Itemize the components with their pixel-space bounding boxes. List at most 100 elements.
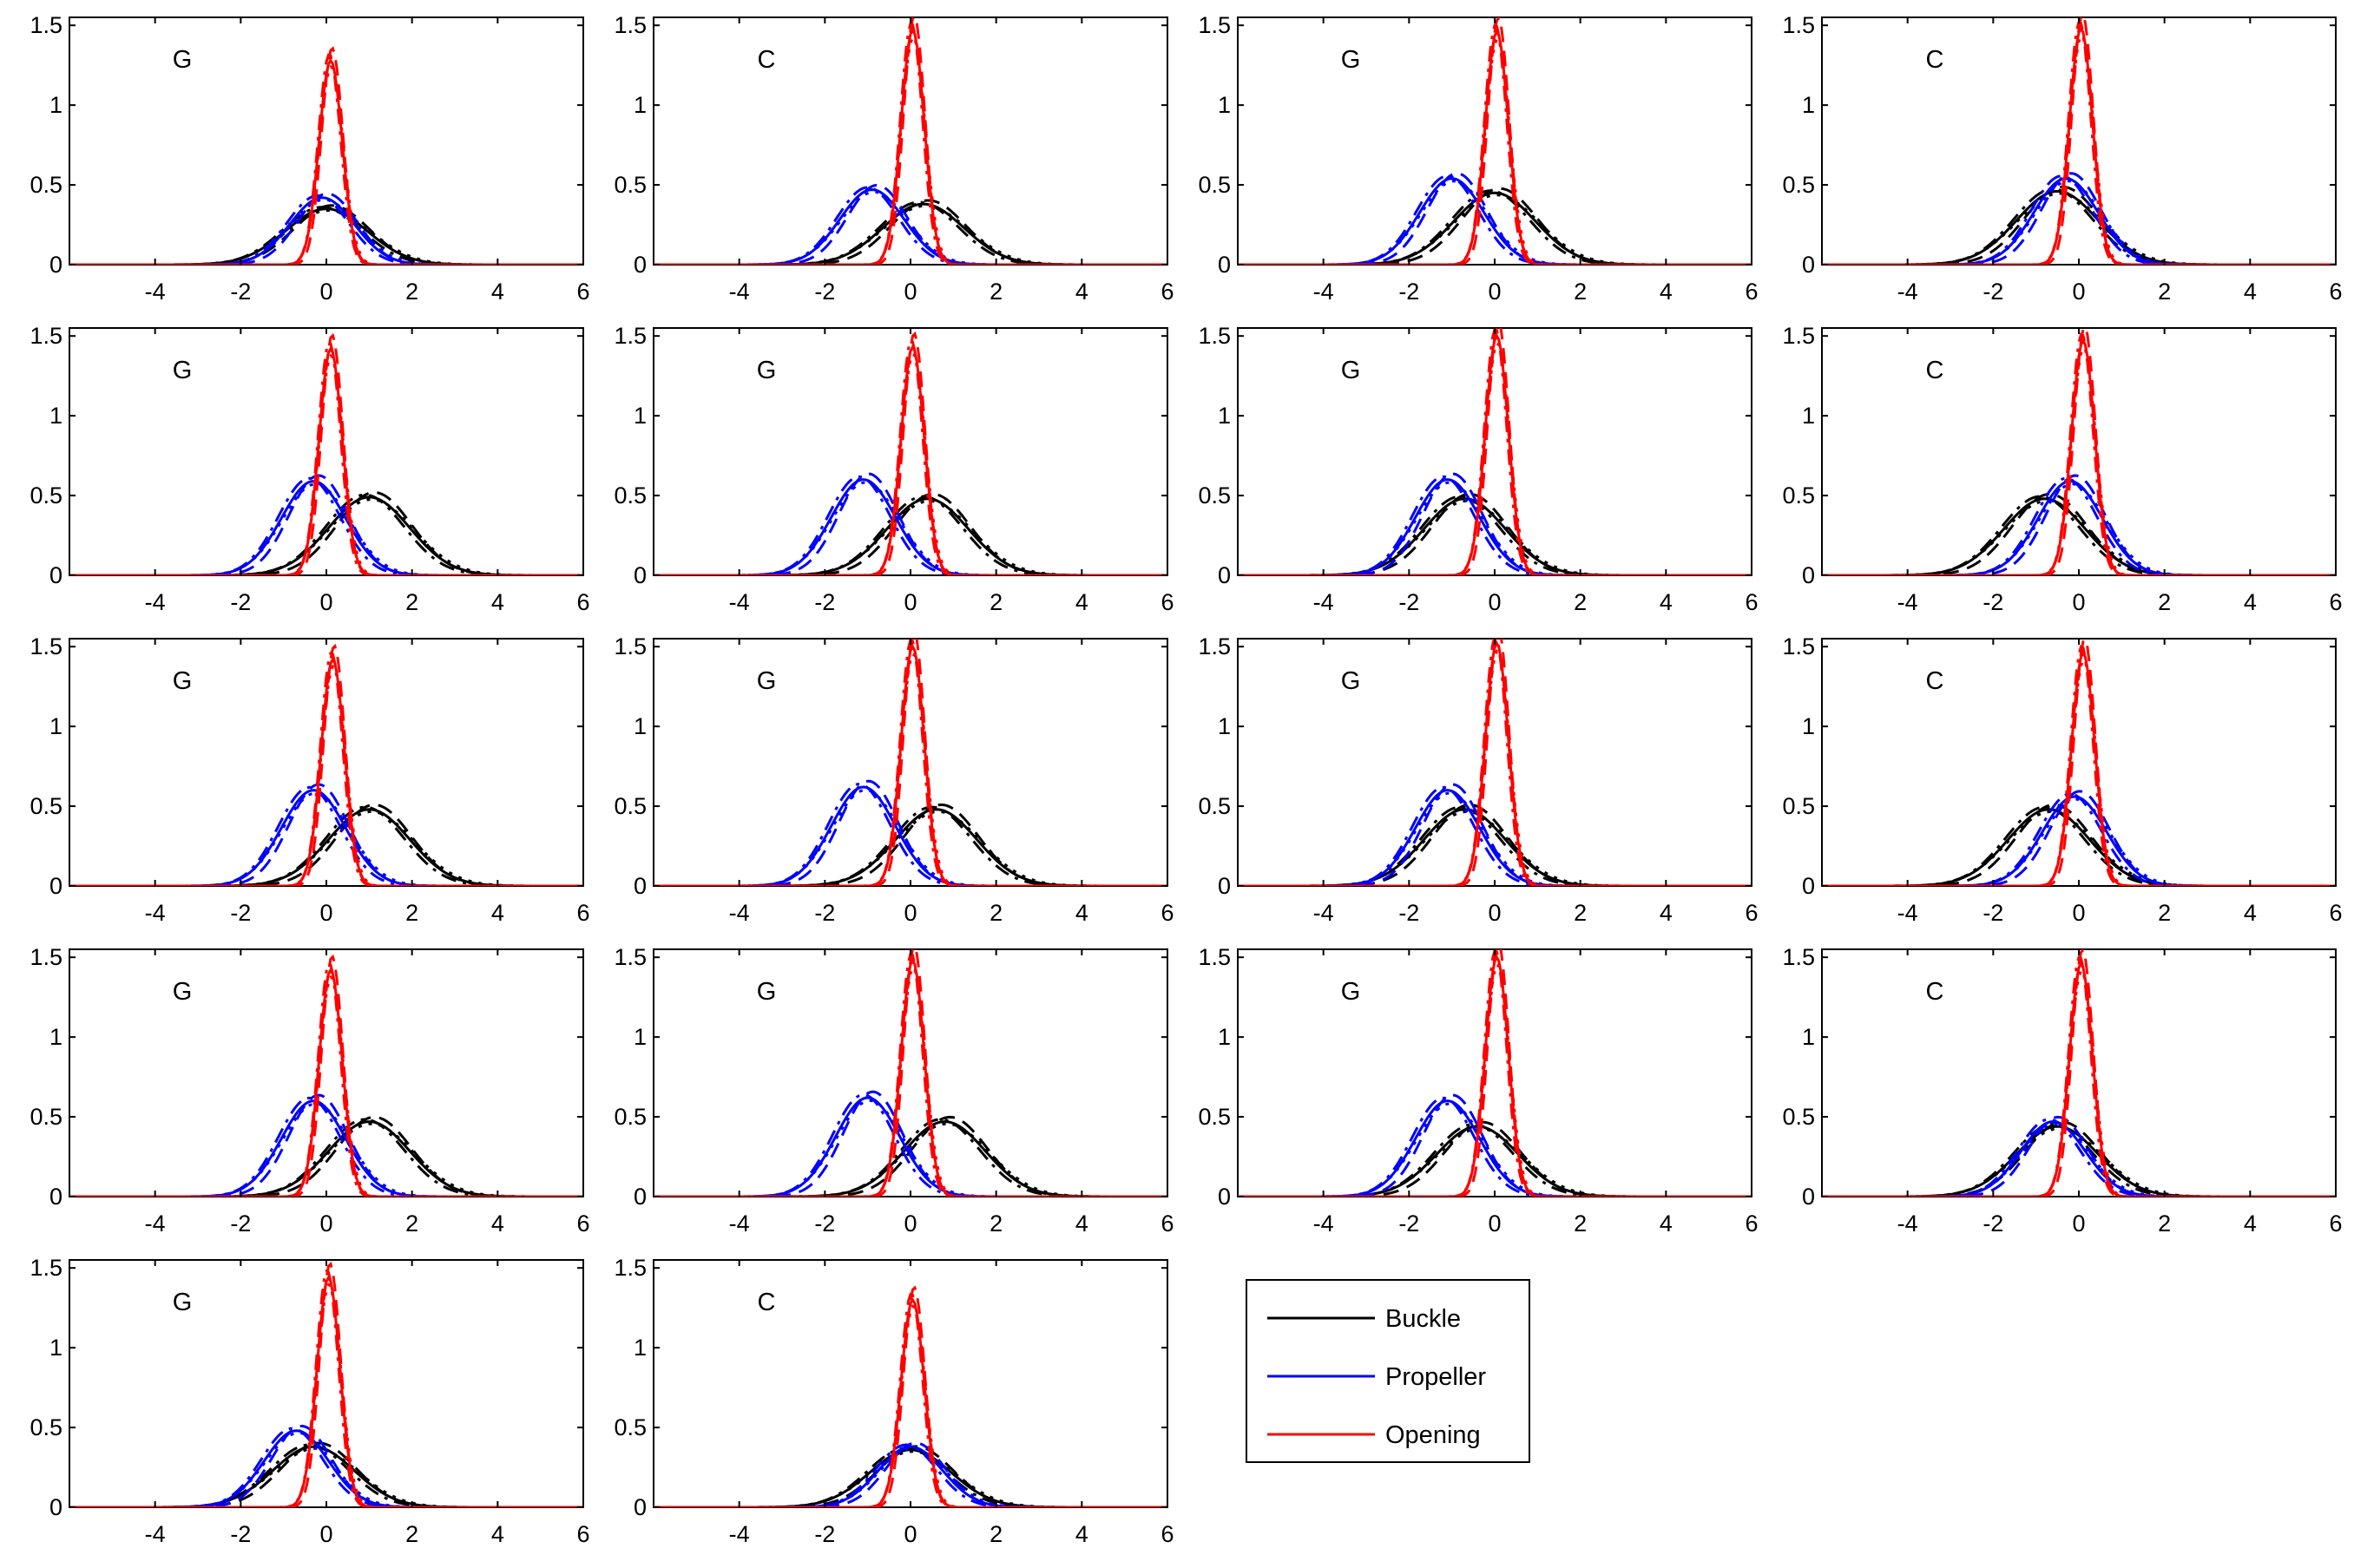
- x-tick-label: 2: [2158, 589, 2171, 615]
- x-tick-label: 4: [2244, 900, 2257, 926]
- opening-series-line: [1822, 949, 2336, 1197]
- opening-series-line: [654, 1292, 1167, 1507]
- x-tick-label: -2: [814, 1210, 835, 1237]
- x-tick-label: -4: [1897, 589, 1918, 615]
- x-tick-label: -2: [1982, 589, 2003, 615]
- y-tick-label: 0.5: [30, 1414, 62, 1440]
- propeller-series-line: [69, 196, 583, 265]
- legend-box: [1246, 1279, 1530, 1463]
- y-tick-label: 1: [1802, 1024, 1815, 1050]
- opening-series-line: [69, 353, 583, 575]
- y-tick-label: 0.5: [1198, 793, 1231, 819]
- y-tick-label: 1.5: [614, 633, 647, 659]
- x-tick-label: -2: [230, 1210, 251, 1237]
- x-tick-label: -4: [1313, 900, 1334, 926]
- subplot-6: -4 -2 0 2 4 6 0 0.5 1 1.5 G: [614, 323, 1174, 615]
- x-tick-label: 2: [1574, 900, 1587, 926]
- x-tick-label: 0: [1488, 589, 1501, 615]
- x-tick-label: -2: [230, 279, 251, 305]
- y-tick-label: 0.5: [30, 482, 62, 508]
- propeller-series-line: [69, 1424, 583, 1507]
- x-tick-label: -4: [1897, 279, 1918, 305]
- x-tick-label: 0: [904, 1210, 917, 1237]
- y-tick-label: 1: [1218, 713, 1231, 739]
- x-tick-label: 4: [2244, 1210, 2257, 1237]
- x-tick-label: 4: [1660, 1210, 1673, 1237]
- x-tick-label: 6: [2329, 589, 2342, 615]
- axes-frame: [1237, 638, 1752, 887]
- x-tick-label: 4: [1075, 1521, 1088, 1547]
- y-tick-label: 1: [49, 1024, 62, 1050]
- x-tick-label: 0: [1488, 1210, 1501, 1237]
- opening-series-line: [1822, 25, 2336, 265]
- panel-label: G: [1341, 46, 1361, 74]
- propeller-series-line: [1822, 792, 2336, 886]
- x-tick-label: -4: [145, 1521, 166, 1547]
- axes-frame: [1821, 16, 2337, 266]
- subplot-9: -4 -2 0 2 4 6 0 0.5 1 1.5 G: [30, 633, 589, 926]
- x-tick-label: 2: [405, 1210, 418, 1237]
- x-tick-label: -4: [145, 1210, 166, 1237]
- y-tick-label: 0.5: [614, 1414, 647, 1440]
- y-tick-label: 0: [634, 873, 647, 899]
- panel-label: G: [1341, 357, 1361, 384]
- x-tick-label: 2: [990, 1521, 1003, 1547]
- buckle-series-line: [69, 206, 583, 265]
- panel-label: G: [173, 978, 193, 1006]
- y-tick-label: 0: [49, 873, 62, 899]
- propeller-series-line: [1822, 174, 2336, 265]
- x-tick-label: -2: [1398, 1210, 1419, 1237]
- opening-series-line: [69, 340, 583, 575]
- y-tick-label: 0.5: [30, 793, 62, 819]
- y-tick-label: 1.5: [1782, 944, 1815, 970]
- y-tick-label: 1.5: [614, 944, 647, 970]
- x-tick-label: 0: [1488, 279, 1501, 305]
- x-tick-label: 2: [2158, 279, 2171, 305]
- propeller-series-line: [1822, 180, 2336, 265]
- x-tick-label: 0: [319, 279, 332, 305]
- propeller-series-line: [1238, 174, 1752, 265]
- buckle-series-line: [1822, 495, 2336, 575]
- x-tick-label: -2: [814, 900, 835, 926]
- y-tick-label: 1.5: [30, 12, 62, 38]
- x-tick-label: -2: [1398, 589, 1419, 615]
- opening-series-line: [654, 22, 1167, 265]
- subplot-15: -4 -2 0 2 4 6 0 0.5 1 1.5 G: [1198, 944, 1758, 1237]
- x-tick-label: 0: [2072, 589, 2085, 615]
- subplot-2: -4 -2 0 2 4 6 0 0.5 1 1.5 C: [614, 12, 1174, 305]
- x-tick-label: -2: [1982, 1210, 2003, 1237]
- opening-series-line: [654, 17, 1167, 265]
- x-tick-label: 2: [405, 279, 418, 305]
- y-tick-label: 0: [49, 562, 62, 588]
- subplot-18: -4 -2 0 2 4 6 0 0.5 1 1.5 C: [614, 1255, 1174, 1547]
- propeller-series-line: [69, 789, 583, 886]
- opening-series-line: [69, 643, 583, 886]
- x-tick-label: 2: [990, 900, 1003, 926]
- x-tick-label: 4: [2244, 279, 2257, 305]
- x-tick-label: -4: [1897, 1210, 1918, 1237]
- opening-series-line: [654, 949, 1167, 1197]
- y-tick-label: 1.5: [30, 633, 62, 659]
- opening-series-line: [1238, 949, 1752, 1197]
- panel-label: C: [758, 1289, 776, 1316]
- y-tick-label: 0: [1218, 252, 1231, 278]
- y-tick-label: 0: [634, 252, 647, 278]
- y-tick-label: 0.5: [614, 793, 647, 819]
- x-tick-label: 4: [1660, 589, 1673, 615]
- axes-frame: [653, 948, 1168, 1197]
- panel-label: G: [1341, 667, 1361, 695]
- propeller-series-line: [654, 1445, 1167, 1507]
- opening-series-line: [69, 1275, 583, 1507]
- panel-label: C: [758, 46, 776, 74]
- x-tick-label: 0: [319, 1521, 332, 1547]
- x-tick-label: 0: [319, 1210, 332, 1237]
- x-tick-label: 6: [2329, 900, 2342, 926]
- y-tick-label: 1.5: [614, 323, 647, 349]
- y-tick-label: 1.5: [1198, 323, 1231, 349]
- subplot-11: -4 -2 0 2 4 6 0 0.5 1 1.5 G: [1198, 633, 1758, 926]
- y-tick-label: 1: [634, 403, 647, 429]
- x-tick-label: 6: [1161, 1521, 1174, 1547]
- opening-series-line: [1822, 34, 2336, 265]
- x-tick-label: -2: [1982, 279, 2003, 305]
